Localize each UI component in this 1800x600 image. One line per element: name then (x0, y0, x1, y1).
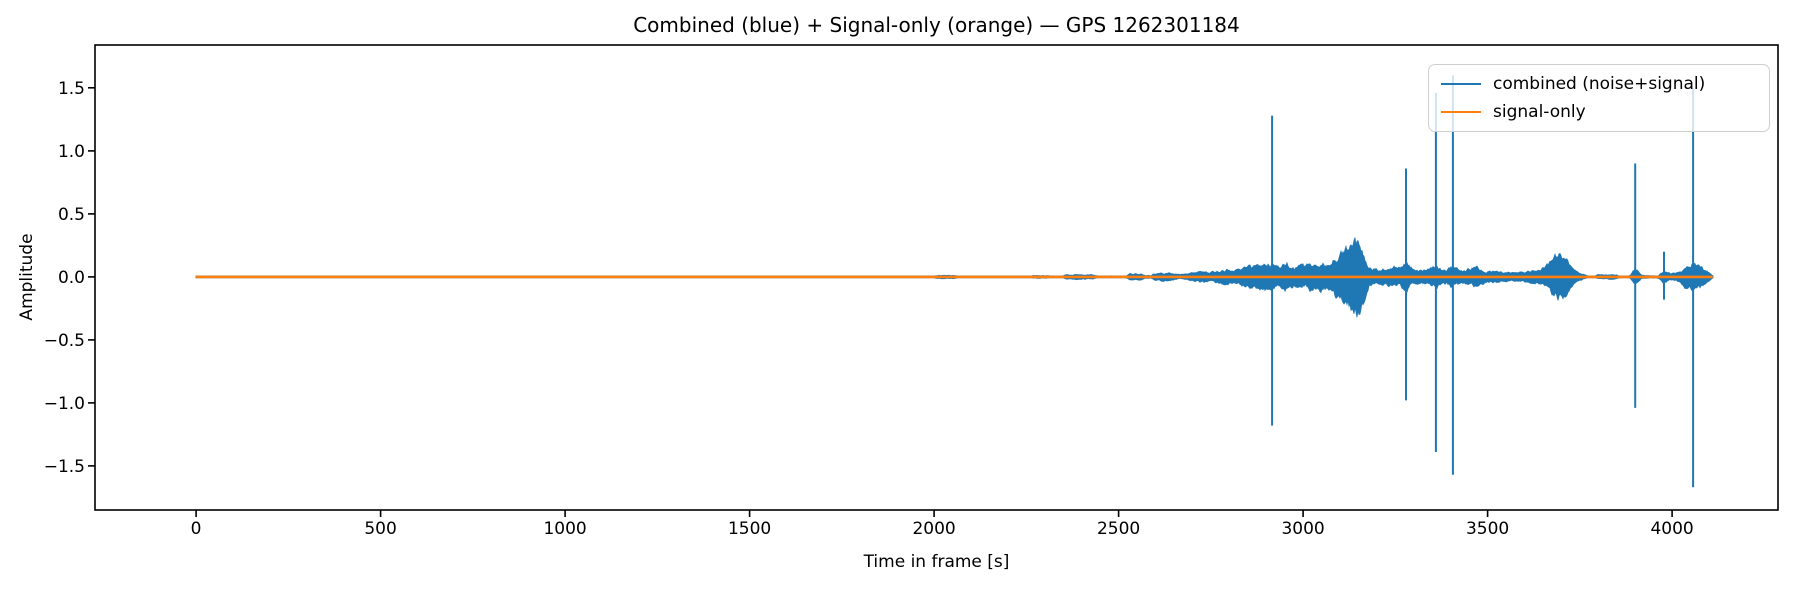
y-tick-label: 1.0 (58, 142, 85, 162)
x-tick-label: 2500 (1097, 519, 1140, 539)
legend-line-signal-only-icon (1441, 110, 1481, 113)
x-tick-label: 1000 (543, 519, 586, 539)
y-tick-label: 0.5 (58, 205, 85, 225)
y-axis-label: Amplitude (17, 233, 37, 321)
chart-title: Combined (blue) + Signal-only (orange) —… (633, 13, 1240, 37)
x-tick-label: 3500 (1466, 519, 1509, 539)
legend-line-combined-icon (1441, 82, 1481, 85)
legend-label-combined: combined (noise+signal) (1493, 73, 1706, 94)
legend-entry-signal-only: signal-only (1441, 102, 1757, 122)
legend-entry-combined: combined (noise+signal) (1441, 74, 1757, 94)
x-axis-label: Time in frame [s] (863, 552, 1010, 572)
x-tick-label: 3000 (1281, 519, 1324, 539)
y-tick-label: 0.0 (58, 268, 85, 288)
legend: combined (noise+signal) signal-only (1428, 64, 1770, 132)
legend-label-signal-only: signal-only (1493, 101, 1586, 122)
x-tick-label: 500 (364, 519, 396, 539)
y-tick-label: 1.5 (58, 79, 85, 99)
x-tick-label: 1500 (728, 519, 771, 539)
x-tick-label: 4000 (1650, 519, 1693, 539)
x-tick-label: 2000 (912, 519, 955, 539)
y-tick-label: −1.5 (44, 457, 85, 477)
x-tick-label: 0 (191, 519, 202, 539)
y-tick-label: −1.0 (44, 394, 85, 414)
y-tick-label: −0.5 (44, 331, 85, 351)
